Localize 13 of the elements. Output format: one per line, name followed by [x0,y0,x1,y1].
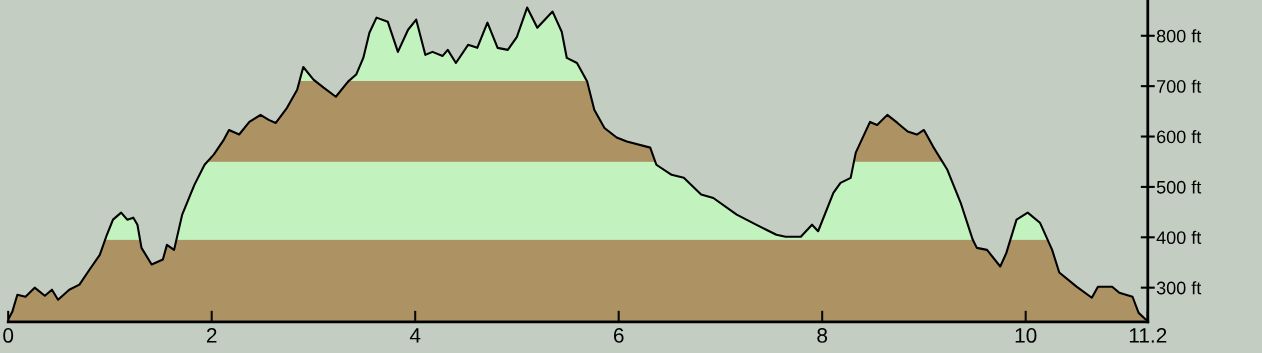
x-tick-label: 10 [1015,328,1037,343]
y-tick-label: 700 ft [1157,79,1202,93]
y-tick-label: 500 ft [1156,180,1202,194]
y-tick-label: 800 ft [1156,29,1202,43]
x-tick-label: 4 [409,328,421,343]
x-tick-label: 0 [3,328,14,343]
x-tick-label: 2 [206,328,217,343]
x-tick-label: 6 [613,328,624,343]
y-tick-label: 400 ft [1156,230,1202,245]
y-tick-label: 300 ft [1156,281,1202,295]
x-tick-label: 11.2 [1129,328,1167,343]
y-tick-label: 600 ft [1157,130,1202,144]
x-tick-label: 8 [817,328,828,343]
